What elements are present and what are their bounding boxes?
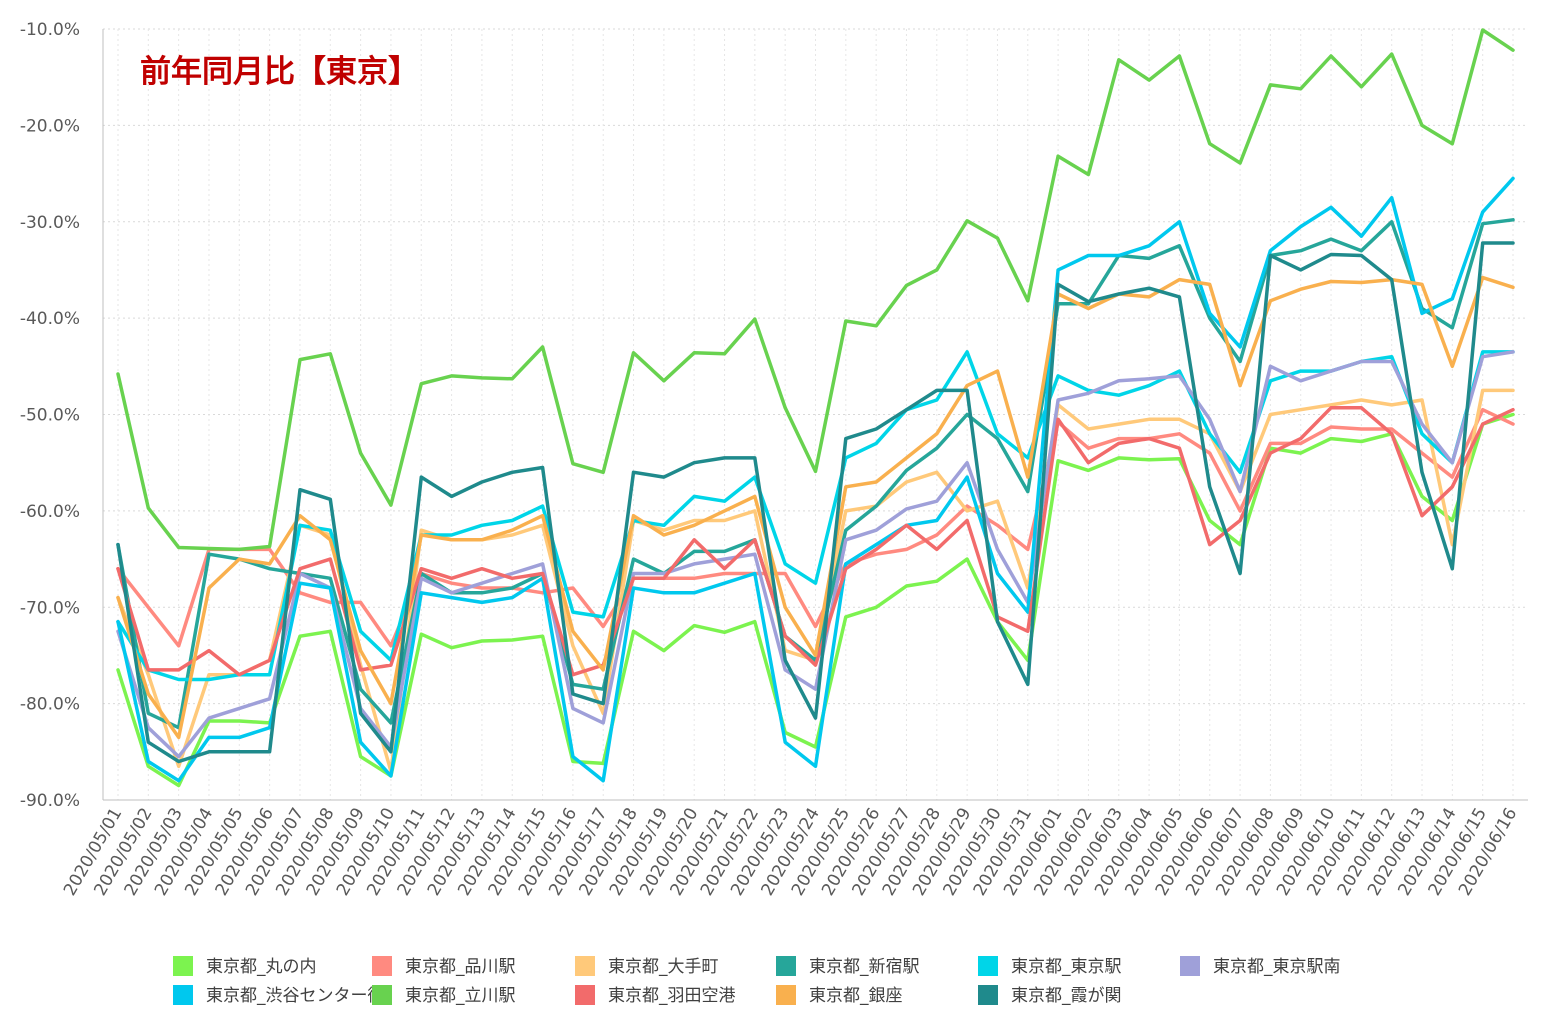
series-line-7 <box>116 176 1515 783</box>
series-line-10 <box>116 275 1515 740</box>
legend: 東京都_丸の内 東京都_品川駅 東京都_大手町 東京都_新宿駅 東京都_東京駅 東京都_東… <box>173 956 1341 1006</box>
legend-item: 東京都_丸の内 <box>173 956 317 977</box>
legend-item: 東京都_羽田空港 <box>575 985 736 1006</box>
series-line-11 <box>116 241 1515 764</box>
y-tick-label: -90.0% <box>20 791 80 811</box>
legend-label: 東京都_羽田空港 <box>608 986 736 1006</box>
legend-label: 東京都_東京駅 <box>1011 957 1122 977</box>
legend-item: 東京都_銀座 <box>776 985 903 1006</box>
legend-item: 東京都_大手町 <box>575 956 719 977</box>
legend-swatch <box>575 985 595 1005</box>
legend-swatch <box>173 985 193 1005</box>
legend-swatch <box>372 956 392 976</box>
y-tick-label: -20.0% <box>20 116 80 136</box>
legend-item: 東京都_新宿駅 <box>776 956 920 977</box>
legend-swatch <box>978 985 998 1005</box>
legend-item: 東京都_東京駅南 <box>1180 956 1341 977</box>
y-tick-label: -30.0% <box>20 213 80 233</box>
series-lines <box>116 28 1515 788</box>
legend-swatch <box>575 956 595 976</box>
y-tick-label: -60.0% <box>20 502 80 522</box>
y-tick-label: -80.0% <box>20 695 80 715</box>
legend-label: 東京都_渋谷センター街 <box>206 986 385 1006</box>
legend-label: 東京都_東京駅南 <box>1213 957 1341 977</box>
legend-item: 東京都_霞が関 <box>978 985 1122 1006</box>
legend-swatch <box>978 956 998 976</box>
legend-label: 東京都_新宿駅 <box>809 957 920 977</box>
legend-item: 東京都_品川駅 <box>372 956 516 977</box>
legend-label: 東京都_立川駅 <box>405 986 516 1006</box>
legend-swatch <box>776 985 796 1005</box>
chart-title: 前年同月比【東京】 <box>140 54 419 90</box>
legend-item: 東京都_東京駅 <box>978 956 1122 977</box>
legend-swatch <box>173 956 193 976</box>
y-tick-label: -70.0% <box>20 598 80 618</box>
series-line-8 <box>116 28 1515 552</box>
legend-label: 東京都_霞が関 <box>1011 986 1122 1006</box>
y-tick-label: -40.0% <box>20 309 80 329</box>
y-axis-tick-labels: -90.0% -80.0% -70.0% -60.0% -50.0% -40.0% -30.… <box>20 20 80 811</box>
axes <box>102 29 1528 801</box>
x-axis-tick-labels: 2020/05/012020/05/022020/05/032020/05/04… <box>60 804 1521 899</box>
y-tick-label: -50.0% <box>20 406 80 426</box>
legend-label: 東京都_品川駅 <box>405 957 516 977</box>
legend-item: 東京都_渋谷センター街 <box>173 985 385 1006</box>
legend-swatch <box>1180 956 1200 976</box>
legend-label: 東京都_銀座 <box>809 986 903 1006</box>
legend-swatch <box>776 956 796 976</box>
legend-item: 東京都_立川駅 <box>372 985 516 1006</box>
legend-swatch <box>372 985 392 1005</box>
series-line-6 <box>116 350 1515 759</box>
y-tick-label: -10.0% <box>20 20 80 40</box>
series-line-5 <box>116 350 1515 682</box>
legend-label: 東京都_大手町 <box>608 957 719 977</box>
legend-label: 東京都_丸の内 <box>206 957 317 977</box>
